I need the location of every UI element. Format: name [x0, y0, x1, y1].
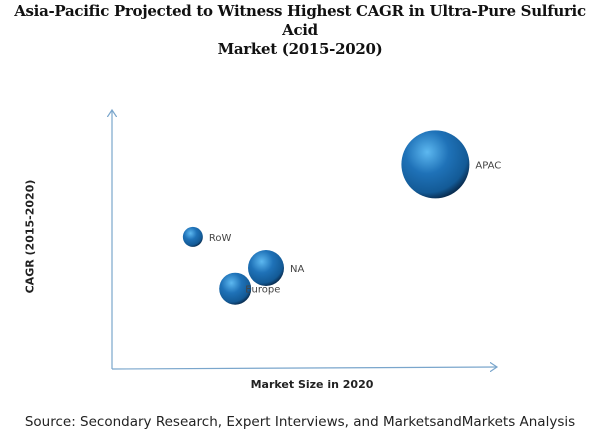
bubble-label-apac: APAC: [475, 160, 501, 171]
bubble-label-europe: Europe: [245, 285, 280, 296]
bubble-label-na: NA: [290, 264, 304, 275]
x-axis: [111, 367, 497, 369]
x-axis-label: Market Size in 2020: [250, 378, 374, 391]
bubble-row: [182, 226, 203, 247]
chart-title-line-2: Market (2015-2020): [217, 40, 383, 58]
bubble-apac: [401, 130, 470, 199]
bubble-label-row: RoW: [209, 233, 232, 244]
chart-title-line-1: Asia-Pacific Projected to Witness Highes…: [14, 2, 586, 39]
source-note: Source: Secondary Research, Expert Inter…: [24, 414, 576, 430]
chart-title: Asia-Pacific Projected to Witness Highes…: [0, 2, 600, 59]
bubble-europe: [219, 272, 252, 305]
bubble-na: [248, 249, 284, 286]
y-axis-label: CAGR (2015-2020): [23, 179, 37, 294]
